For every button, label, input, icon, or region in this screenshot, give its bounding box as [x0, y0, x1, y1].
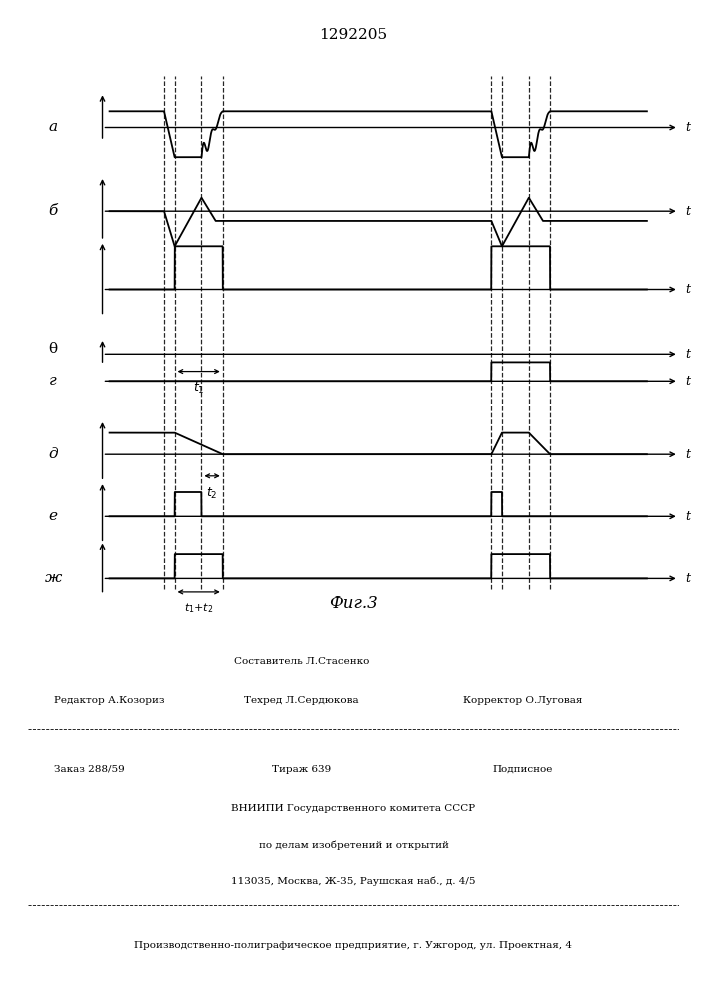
Text: д: д [48, 447, 58, 461]
Text: t: t [686, 572, 691, 585]
Text: по делам изобретений и открытий: по делам изобретений и открытий [259, 840, 448, 850]
Text: t: t [686, 448, 691, 461]
Text: б: б [48, 204, 58, 218]
Text: Фиг.3: Фиг.3 [329, 595, 378, 612]
Text: t: t [686, 121, 691, 134]
Text: t: t [686, 375, 691, 388]
Text: t: t [686, 348, 691, 361]
Text: Заказ 288/59: Заказ 288/59 [54, 765, 125, 774]
Text: $t_2$: $t_2$ [206, 486, 218, 501]
Text: Составитель Л.Стасенко: Составитель Л.Стасенко [234, 657, 369, 666]
Text: ж: ж [45, 571, 62, 585]
Text: t: t [686, 283, 691, 296]
Text: $t_1$: $t_1$ [193, 381, 204, 396]
Text: Тираж 639: Тираж 639 [271, 765, 331, 774]
Text: Подписное: Подписное [493, 765, 553, 774]
Text: 113035, Москва, Ж-35, Раушская наб., д. 4/5: 113035, Москва, Ж-35, Раушская наб., д. … [231, 876, 476, 886]
Text: Производственно-полиграфическое предприятие, г. Ужгород, ул. Проектная, 4: Производственно-полиграфическое предприя… [134, 941, 573, 950]
Text: а: а [49, 120, 57, 134]
Text: t: t [686, 205, 691, 218]
Text: Редактор А.Козориз: Редактор А.Козориз [54, 696, 165, 705]
Text: t: t [686, 510, 691, 523]
Text: Корректор О.Луговая: Корректор О.Луговая [463, 696, 583, 705]
Text: Техред Л.Сердюкова: Техред Л.Сердюкова [244, 696, 358, 705]
Text: 1292205: 1292205 [320, 28, 387, 42]
Text: г: г [49, 374, 57, 388]
Text: $t_1$$+$$t_2$: $t_1$$+$$t_2$ [184, 602, 214, 615]
Text: θ: θ [49, 342, 57, 356]
Text: ВНИИПИ Государственного комитета СССР: ВНИИПИ Государственного комитета СССР [231, 804, 476, 813]
Text: е: е [49, 509, 57, 523]
